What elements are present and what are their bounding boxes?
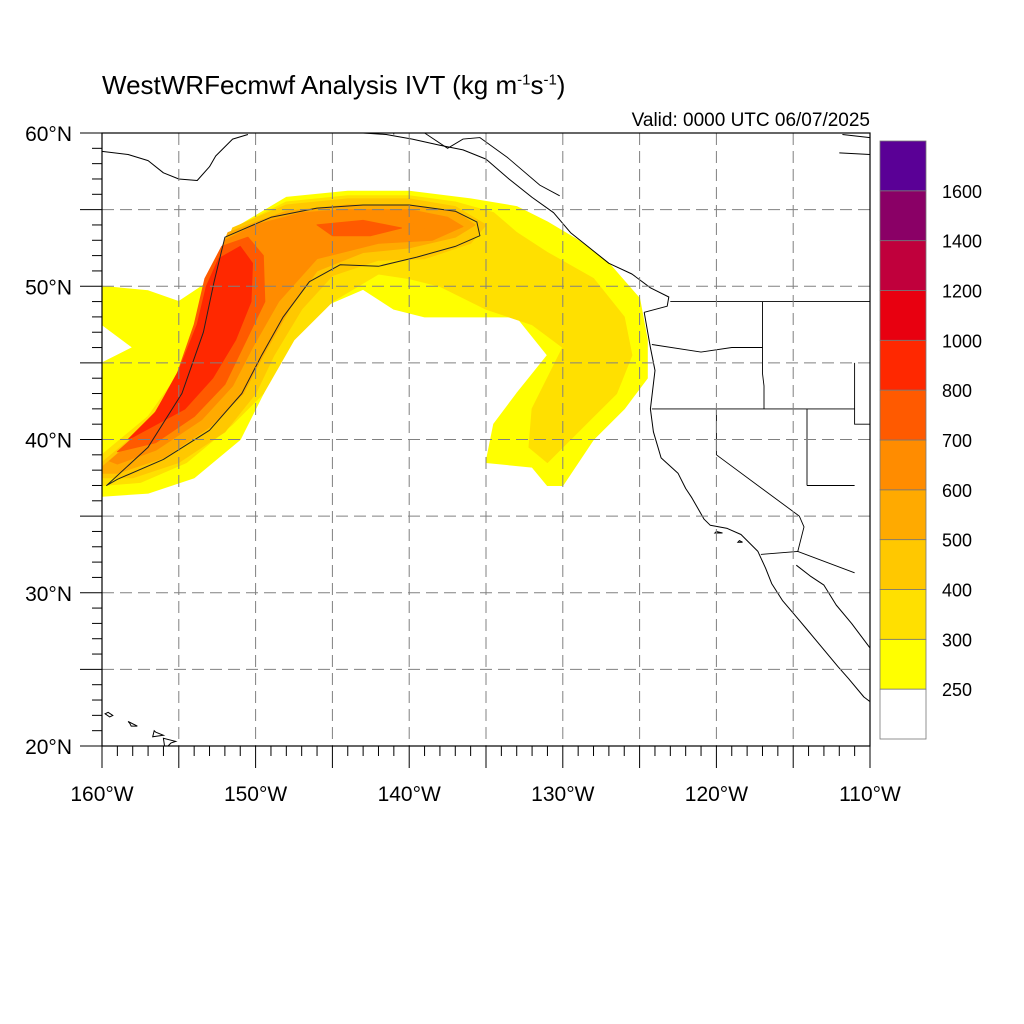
- title-mid: s: [530, 70, 544, 100]
- title-prefix: WestWRFecmwf Analysis IVT (kg m: [102, 70, 518, 100]
- ivt-region-700: [316, 219, 402, 237]
- colorbar-label: 300: [942, 630, 972, 650]
- colorbar-bin: [879, 439, 927, 491]
- colorbar-label: 250: [942, 680, 972, 700]
- colorbar-label: 700: [942, 431, 972, 451]
- colorbar-label: 1600: [942, 182, 982, 202]
- ivt-shading: [102, 190, 648, 497]
- lat-tick-label: 20°N: [25, 736, 72, 759]
- lon-tick-label: 150°W: [224, 783, 287, 806]
- axis-labels: 160°W 150°W 140°W 130°W 120°W 110°W 20°N 30°N 40…: [25, 123, 901, 806]
- contour-500: [106, 204, 481, 486]
- island: [713, 530, 723, 534]
- colorbar-bin: [879, 539, 927, 590]
- island: [127, 721, 138, 727]
- colorbar-label: 600: [942, 481, 972, 501]
- colorbar-bin: [879, 240, 927, 291]
- lon-tick-label: 120°W: [685, 783, 748, 806]
- colorbar-bin: [879, 140, 927, 192]
- colorbar-bin: [879, 688, 927, 740]
- island: [152, 729, 166, 738]
- title-sup2: -1: [543, 71, 557, 89]
- title-sup1: -1: [517, 71, 531, 89]
- coastline: [839, 152, 870, 155]
- lat-tick-label: 60°N: [25, 123, 72, 146]
- title-suffix: ): [556, 70, 566, 100]
- lon-tick-label: 140°W: [378, 783, 441, 806]
- lat-tick-label: 30°N: [25, 583, 72, 606]
- colorbar-bin: [879, 589, 927, 640]
- coastline: [102, 134, 249, 181]
- border-line: [797, 515, 805, 552]
- coastline: [795, 564, 870, 649]
- colorbar: 250 300 400 500 600 700 800 1000 1200 1400 1600: [879, 140, 982, 740]
- lat-tick-label: 40°N: [25, 430, 72, 453]
- colorbar-label: 400: [942, 581, 972, 601]
- colorbar-label: 1400: [942, 232, 982, 252]
- map-title: WestWRFecmwf Analysis IVT (kg m-1s-1): [102, 70, 565, 101]
- valid-time-label: Valid: 0000 UTC 06/07/2025: [631, 110, 870, 131]
- colorbar-label: 500: [942, 531, 972, 551]
- coastline: [363, 133, 670, 313]
- colorbar-bin: [879, 339, 927, 391]
- border-line: [854, 362, 870, 425]
- colorbar-bin: [879, 638, 927, 690]
- axis-ticks: [80, 132, 871, 768]
- lon-tick-label: 130°W: [531, 783, 594, 806]
- lon-tick-label: 160°W: [70, 783, 133, 806]
- colorbar-bin: [879, 290, 927, 341]
- lat-tick-label: 50°N: [25, 276, 72, 299]
- island: [736, 539, 743, 543]
- gridlines: [102, 133, 870, 746]
- colorbar-label: 1200: [942, 282, 982, 302]
- colorbar-label: 800: [942, 381, 972, 401]
- island: [162, 737, 178, 746]
- coastline: [842, 134, 870, 139]
- lon-tick-label: 110°W: [839, 783, 901, 806]
- border-line: [424, 133, 560, 197]
- border-line: [762, 301, 765, 409]
- colorbar-bin: [879, 489, 927, 540]
- colorbar-label: 1000: [942, 331, 982, 351]
- coastline: [643, 312, 870, 702]
- island: [104, 711, 114, 718]
- colorbar-bin: [879, 190, 927, 242]
- colorbar-bin: [879, 389, 927, 441]
- border-line: [760, 550, 855, 574]
- ivt-contour: [106, 204, 481, 486]
